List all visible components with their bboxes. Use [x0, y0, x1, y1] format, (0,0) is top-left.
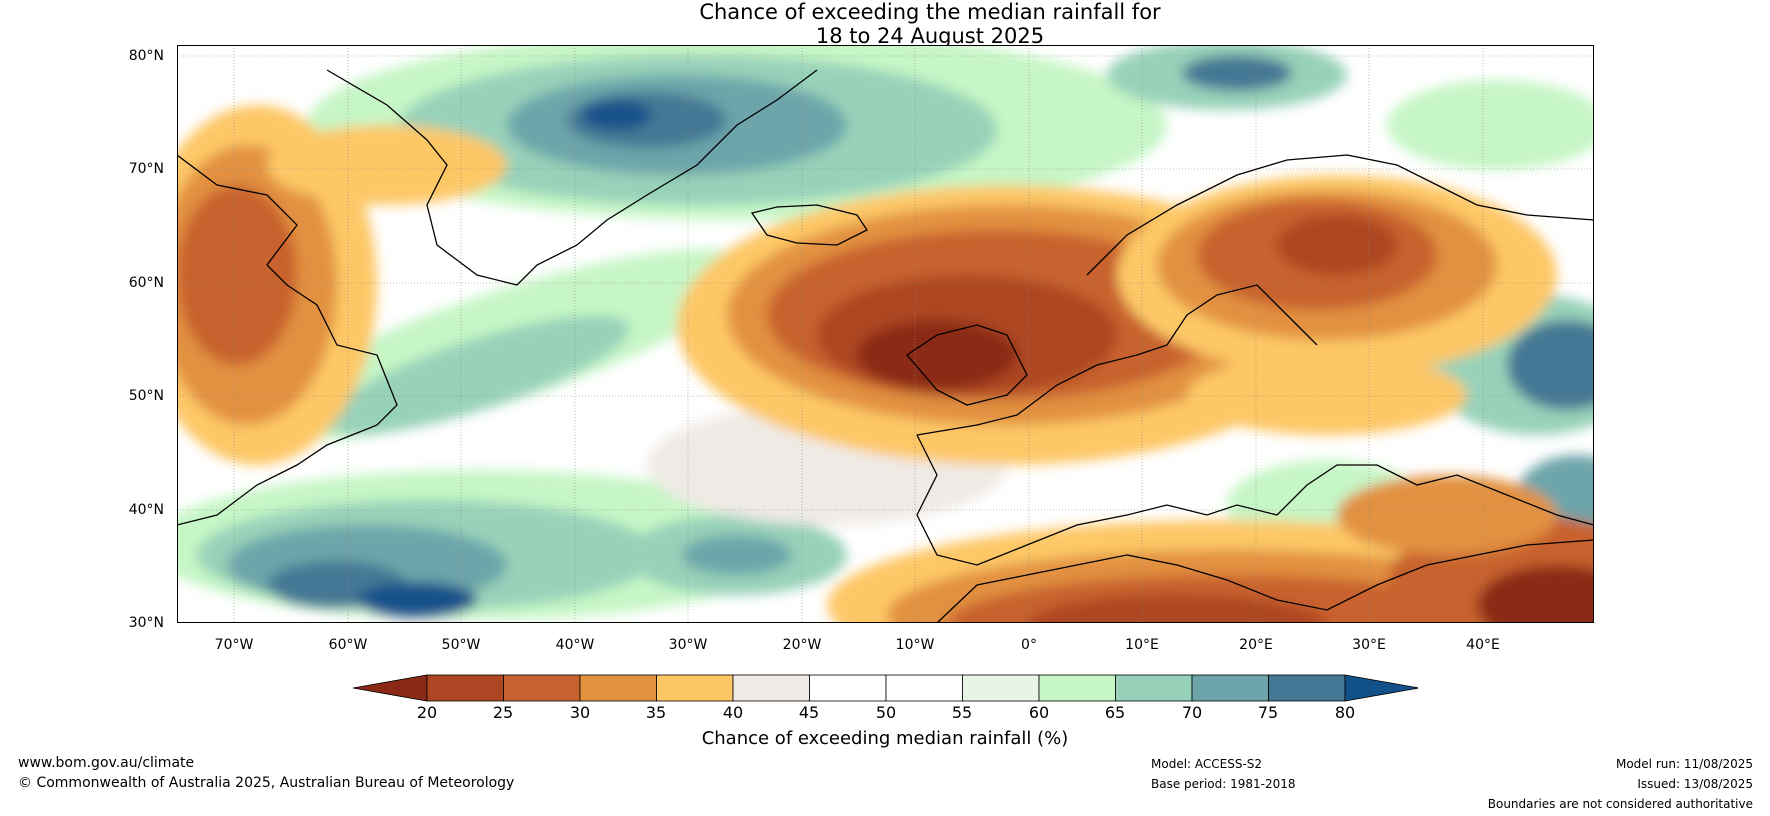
colorbar-tick-40: 40 [722, 703, 744, 722]
lon-label-40e: 40°E [1466, 637, 1500, 653]
lon-label-10e: 10°E [1125, 637, 1159, 653]
coast-europe [916, 434, 1594, 566]
coastlines [177, 69, 1594, 623]
colorbar-tick-30: 30 [569, 703, 591, 722]
lon-label-0: 0° [1021, 637, 1037, 653]
lon-label-30w: 30°W [668, 637, 708, 653]
footer-disclaimer: Boundaries are not considered authoritat… [1487, 797, 1753, 811]
colorbar-tick-75: 75 [1257, 703, 1279, 722]
colorbar-segment [809, 674, 887, 702]
chart-title-line2: 18 to 24 August 2025 [815, 24, 1045, 48]
colorbar-tick-70: 70 [1181, 703, 1203, 722]
colorbar-extend-low [352, 674, 428, 702]
colorbar-tick-50: 50 [875, 703, 897, 722]
coast-north-america [177, 154, 398, 526]
lon-label-20e: 20°E [1239, 637, 1273, 653]
colorbar-segment [1038, 674, 1116, 702]
coast-greenland [326, 69, 818, 286]
footer-website[interactable]: www.bom.gov.au/climate [18, 755, 195, 771]
colorbar-segment [962, 674, 1040, 702]
lat-label-80n: 80°N [128, 48, 164, 64]
colorbar [352, 674, 1418, 702]
colorbar-segment [426, 674, 504, 702]
lat-label-30n: 30°N [128, 615, 164, 631]
rainfall-map-svg [177, 45, 1594, 623]
colorbar-segment [579, 674, 657, 702]
footer-model: Model: ACCESS-S2 [1151, 757, 1263, 771]
colorbar-tick-25: 25 [492, 703, 514, 722]
colorbar-segment [1268, 674, 1346, 702]
colorbar-segment [732, 674, 810, 702]
colorbar-segment [656, 674, 734, 702]
coast-france-low-countries [916, 344, 1168, 436]
lat-label-60n: 60°N [128, 275, 164, 291]
colorbar-tick-20: 20 [416, 703, 438, 722]
lon-label-40w: 40°W [555, 637, 595, 653]
rainfall-map [177, 45, 1594, 623]
lat-label-40n: 40°N [128, 502, 164, 518]
coast-north-africa [936, 539, 1594, 623]
colorbar-extend-high [1344, 674, 1418, 702]
coast-scandinavia [1086, 154, 1594, 276]
coast-baltic [1166, 284, 1318, 346]
colorbar-tick-55: 55 [951, 703, 973, 722]
lon-label-10w: 10°W [895, 637, 935, 653]
colorbar-segment [1115, 674, 1193, 702]
colorbar-tick-60: 60 [1028, 703, 1050, 722]
lat-label-70n: 70°N [128, 161, 164, 177]
lon-label-50w: 50°W [441, 637, 481, 653]
lon-label-60w: 60°W [328, 637, 368, 653]
colorbar-tick-65: 65 [1104, 703, 1126, 722]
footer-copyright: © Commonwealth of Australia 2025, Austra… [18, 775, 515, 791]
coast-british-isles [906, 324, 1028, 406]
chart-title-line1: Chance of exceeding the median rainfall … [699, 0, 1161, 24]
coast-iceland [750, 204, 868, 246]
lon-label-20w: 20°W [782, 637, 822, 653]
colorbar-tick-35: 35 [645, 703, 667, 722]
graticule [177, 45, 1594, 623]
colorbar-segment [503, 674, 581, 702]
footer-issued: Issued: 13/08/2025 [1637, 777, 1753, 791]
colorbar-tick-45: 45 [798, 703, 820, 722]
chart-title: Chance of exceeding the median rainfall … [0, 0, 1770, 48]
footer-base-period: Base period: 1981-2018 [1151, 777, 1296, 791]
colorbar-segment [1191, 674, 1269, 702]
lat-label-50n: 50°N [128, 388, 164, 404]
colorbar-tick-80: 80 [1334, 703, 1356, 722]
colorbar-segment [885, 674, 963, 702]
lon-label-30e: 30°E [1352, 637, 1386, 653]
colorbar-label: Chance of exceeding median rainfall (%) [701, 728, 1069, 749]
footer-model-run: Model run: 11/08/2025 [1615, 757, 1753, 771]
colorbar-segments [352, 674, 1418, 702]
lon-label-70w: 70°W [214, 637, 254, 653]
